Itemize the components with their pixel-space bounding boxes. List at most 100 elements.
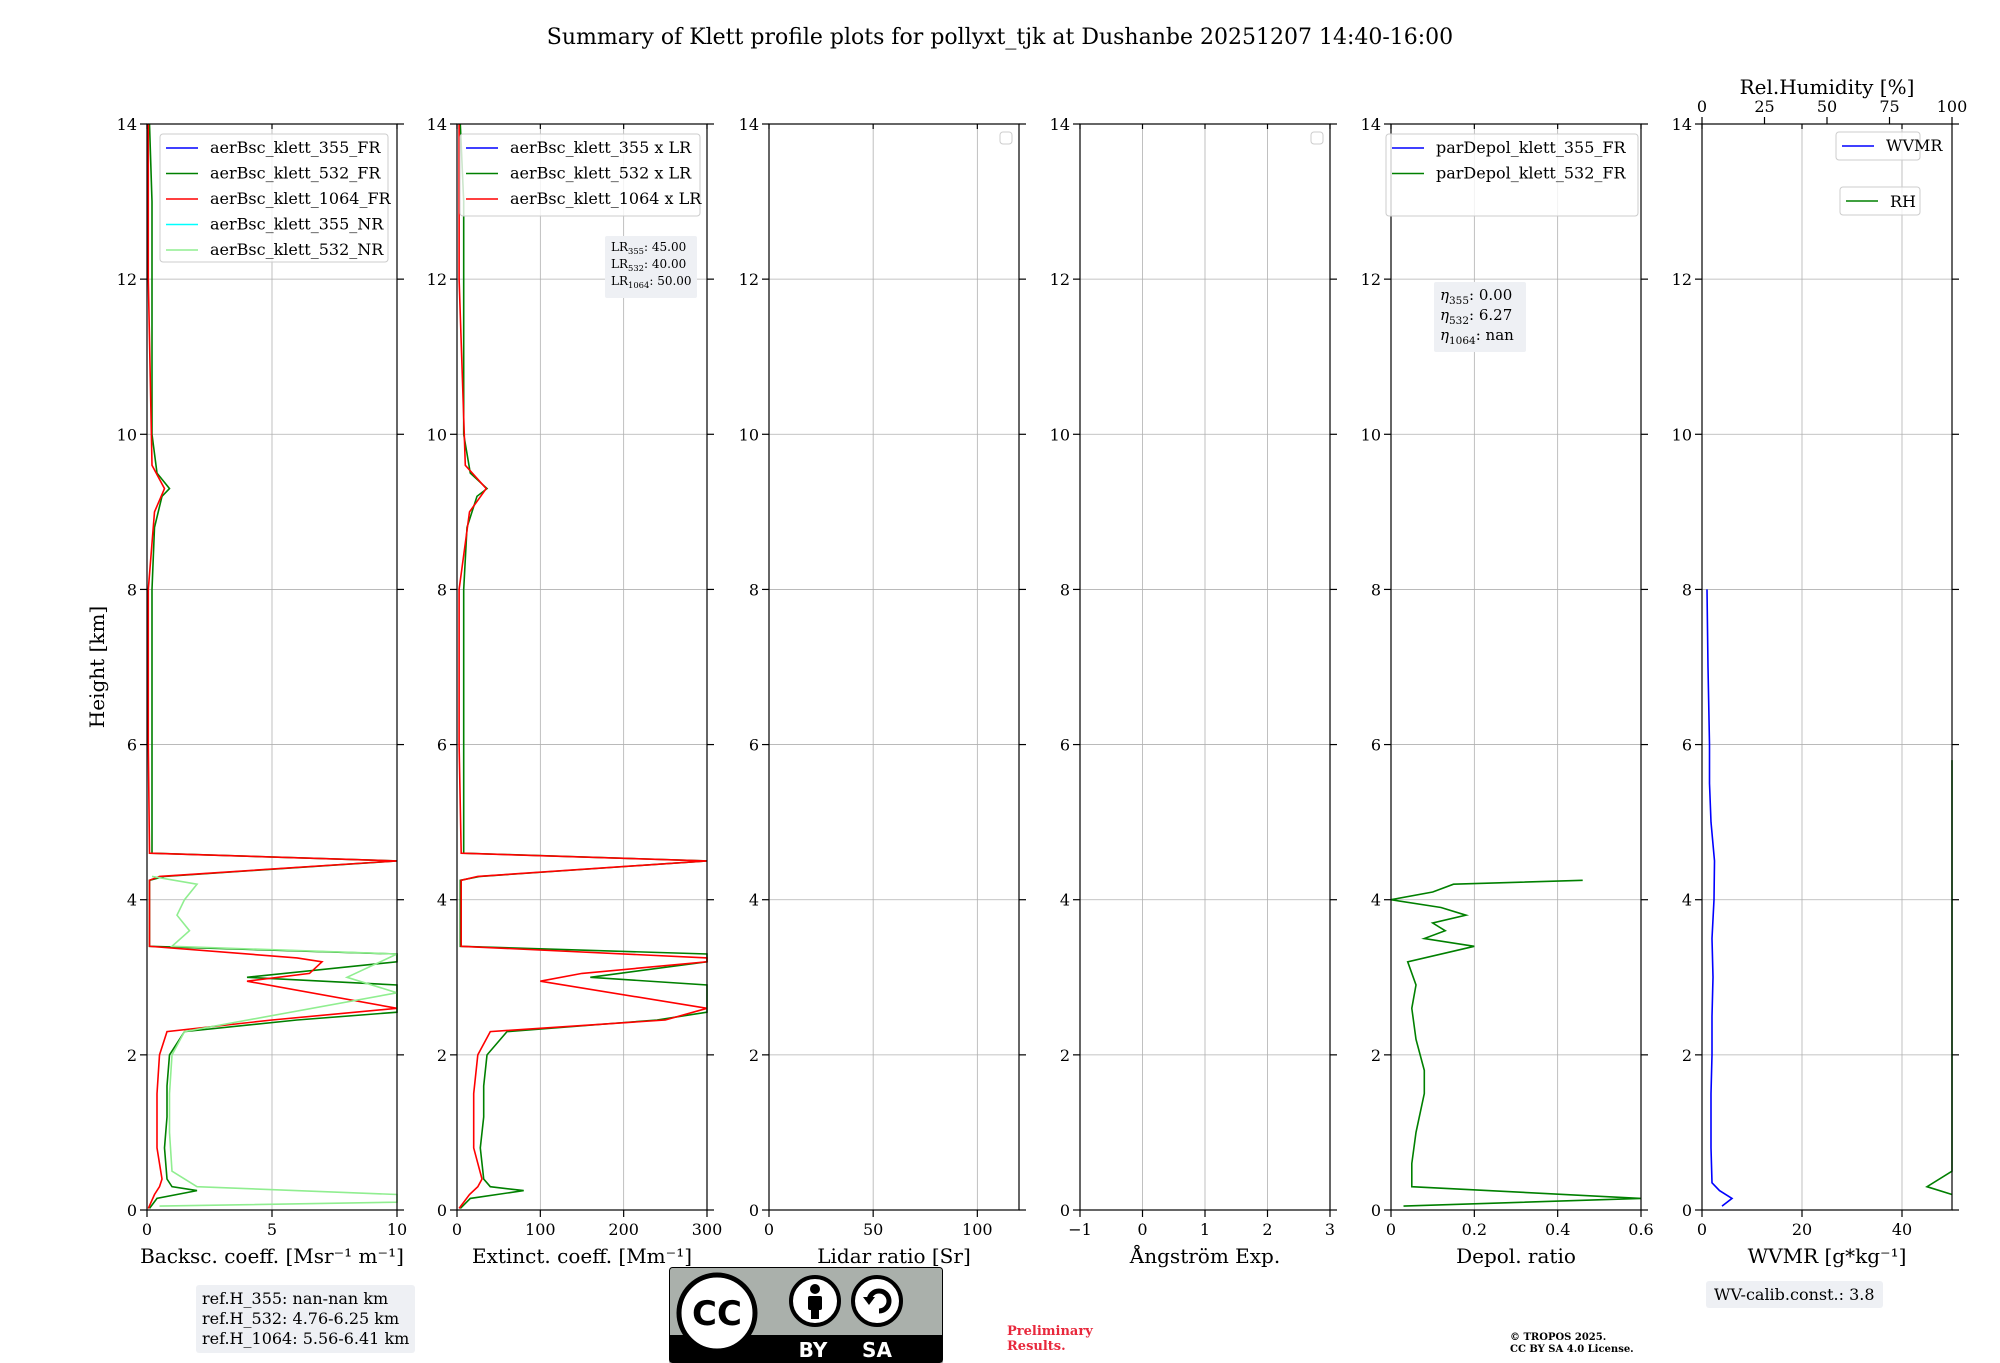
legend: aerBsc_klett_355 x LR aerBsc_klett_532 x …	[459, 133, 702, 217]
legend: parDepol_klett_355_FR parDepol_klett_532_…	[1385, 133, 1639, 217]
xtick-label: 5	[267, 1220, 277, 1239]
cc-sa-label: SA	[862, 1338, 892, 1362]
ytick-label: 14	[117, 115, 137, 134]
figure-title: Summary of Klett profile plots for polly…	[547, 25, 1453, 50]
ytick-label: 4	[1060, 891, 1070, 910]
annotation-background	[1434, 282, 1526, 352]
xtick-label: 0.2	[1462, 1220, 1487, 1239]
x-axis-label: Extinct. coeff. [Mm⁻¹]	[472, 1244, 692, 1268]
cc-by-sa-badge: CC BY SA	[669, 1267, 943, 1363]
legend-entry-aerbsc-klett-532-x-lr: aerBsc_klett_532 x LR	[510, 164, 692, 183]
ref-line-355: ref.H_355: nan-nan km	[202, 1289, 389, 1308]
copyright-line-1: © TROPOS 2025.	[1510, 1332, 1607, 1343]
legend-box	[159, 133, 389, 263]
legend-secondary: RH	[1839, 186, 1921, 216]
ytick-label: 14	[1672, 115, 1692, 134]
xtick-label: 0	[1137, 1220, 1147, 1239]
legend-box	[1310, 131, 1324, 145]
x2tick-label: 0	[1697, 97, 1707, 116]
xtick-label: 200	[608, 1220, 639, 1239]
x2tick-label: 25	[1754, 97, 1774, 116]
ytick-label: 0	[127, 1201, 137, 1220]
legend-box	[1385, 133, 1639, 217]
x-axis-label: Backsc. coeff. [Msr⁻¹ m⁻¹]	[140, 1244, 404, 1268]
ytick-label: 12	[739, 270, 759, 289]
ytick-label: 4	[127, 891, 137, 910]
ytick-label: 10	[117, 425, 137, 444]
cc-logo-text: CC	[692, 1294, 742, 1334]
ytick-label: 6	[127, 736, 137, 755]
legend-entry-pardepol-klett-355-fr: parDepol_klett_355_FR	[1436, 138, 1627, 157]
ytick-label: 10	[1361, 425, 1381, 444]
ytick-label: 10	[1672, 425, 1692, 444]
ytick-label: 6	[437, 736, 447, 755]
panel-extinction: 0 100 200 300 0 2 4 6 8 10 12 14 Extinct. coeff. [Mm…	[427, 115, 723, 1268]
x-axis-label: WVMR [g*kg⁻¹]	[1748, 1244, 1907, 1268]
ytick-label: 0	[1060, 1201, 1070, 1220]
legend-entry-aerbsc-klett-355-x-lr: aerBsc_klett_355 x LR	[510, 138, 692, 157]
share-alike-icon	[851, 1275, 903, 1327]
legend-entry-pardepol-klett-532-fr: parDepol_klett_532_FR	[1436, 164, 1627, 183]
xtick-label: 2	[1262, 1220, 1272, 1239]
series-aerbsc-klett-1064-fr	[147, 124, 398, 1209]
ytick-label: 4	[437, 891, 447, 910]
legend: aerBsc_klett_355_FR aerBsc_klett_532_FRae…	[159, 133, 392, 263]
axes-frame	[1390, 123, 1642, 1211]
panel-depolarization: 0 0.2 0.4 0.6 0 2 4 6 8 10 12 14 Depol. ratio parDepo…	[1361, 115, 1654, 1268]
ytick-label: 14	[1361, 115, 1381, 134]
ytick-label: 2	[1682, 1046, 1692, 1065]
ytick-label: 10	[1050, 425, 1070, 444]
ytick-label: 10	[427, 425, 447, 444]
cc-logo-icon	[676, 1272, 758, 1354]
legend-entry-aerbsc-klett-1064-x-lr: aerBsc_klett_1064 x LR	[510, 189, 702, 208]
axes-frame	[1701, 123, 1953, 1211]
legend	[1310, 131, 1324, 145]
ytick-label: 12	[1672, 270, 1692, 289]
ref-line-1064: ref.H_1064: 5.56-6.41 km	[202, 1329, 410, 1348]
annotation-line: LR1064: 50.00	[611, 274, 692, 290]
cc-by-label: BY	[799, 1338, 828, 1362]
annotation-background	[605, 236, 697, 298]
series-aerbsc-klett-532-fr	[148, 123, 398, 1209]
ytick-label: 12	[1050, 270, 1070, 289]
x-axis-label: Depol. ratio	[1456, 1244, 1576, 1268]
xtick-label: −1	[1068, 1220, 1092, 1239]
annotation-line: η355: 0.00	[1440, 286, 1512, 307]
ytick-label: 0	[437, 1201, 447, 1220]
xtick-label: 40	[1892, 1220, 1912, 1239]
xtick-label: 100	[525, 1220, 556, 1239]
legend-entry-aerbsc-klett-532-fr: aerBsc_klett_532_FR	[210, 164, 381, 183]
ytick-label: 0	[749, 1201, 759, 1220]
series-wvmr	[1706, 589, 1734, 1207]
panel-wvmr: 0 20 40 0 2 4 6 8 10 12 14 WVMR [g*kg⁻¹] 0 25 50 75 100 R…	[1672, 75, 1968, 1268]
annotation-line: η1064: nan	[1440, 326, 1514, 347]
axes-frame	[768, 123, 1020, 1211]
xtick-label: 10	[387, 1220, 407, 1239]
ytick-label: 14	[1050, 115, 1070, 134]
preliminary-results-note: Preliminary Results.	[1007, 1324, 1093, 1354]
ytick-label: 8	[1682, 580, 1692, 599]
copyright-note: © TROPOS 2025. CC BY SA 4.0 License.	[1510, 1332, 1634, 1356]
ytick-label: 8	[749, 580, 759, 599]
legend-box	[999, 131, 1013, 145]
legend-entry-aerbsc-klett-1064-fr: aerBsc_klett_1064_FR	[210, 189, 392, 208]
ytick-label: 6	[1060, 736, 1070, 755]
ytick-label: 8	[1371, 580, 1381, 599]
ytick-label: 6	[1371, 736, 1381, 755]
legend: WVMR	[1835, 131, 1943, 161]
legend-entry-aerbsc-klett-532-nr: aerBsc_klett_532_NR	[210, 240, 384, 259]
reference-height-box: ref.H_355: nan-nan km ref.H_532: 4.76-6.…	[196, 1285, 416, 1353]
xtick-label: 300	[692, 1220, 723, 1239]
ytick-label: 12	[1361, 270, 1381, 289]
legend-entry-aerbsc-klett-355-fr: aerBsc_klett_355_FR	[210, 138, 381, 157]
xtick-label: 100	[962, 1220, 993, 1239]
legend	[999, 131, 1013, 145]
ytick-label: 14	[739, 115, 759, 134]
ytick-label: 2	[749, 1046, 759, 1065]
xtick-label: 50	[863, 1220, 883, 1239]
legend-entry-rh: RH	[1890, 192, 1916, 211]
ytick-label: 0	[1682, 1201, 1692, 1220]
